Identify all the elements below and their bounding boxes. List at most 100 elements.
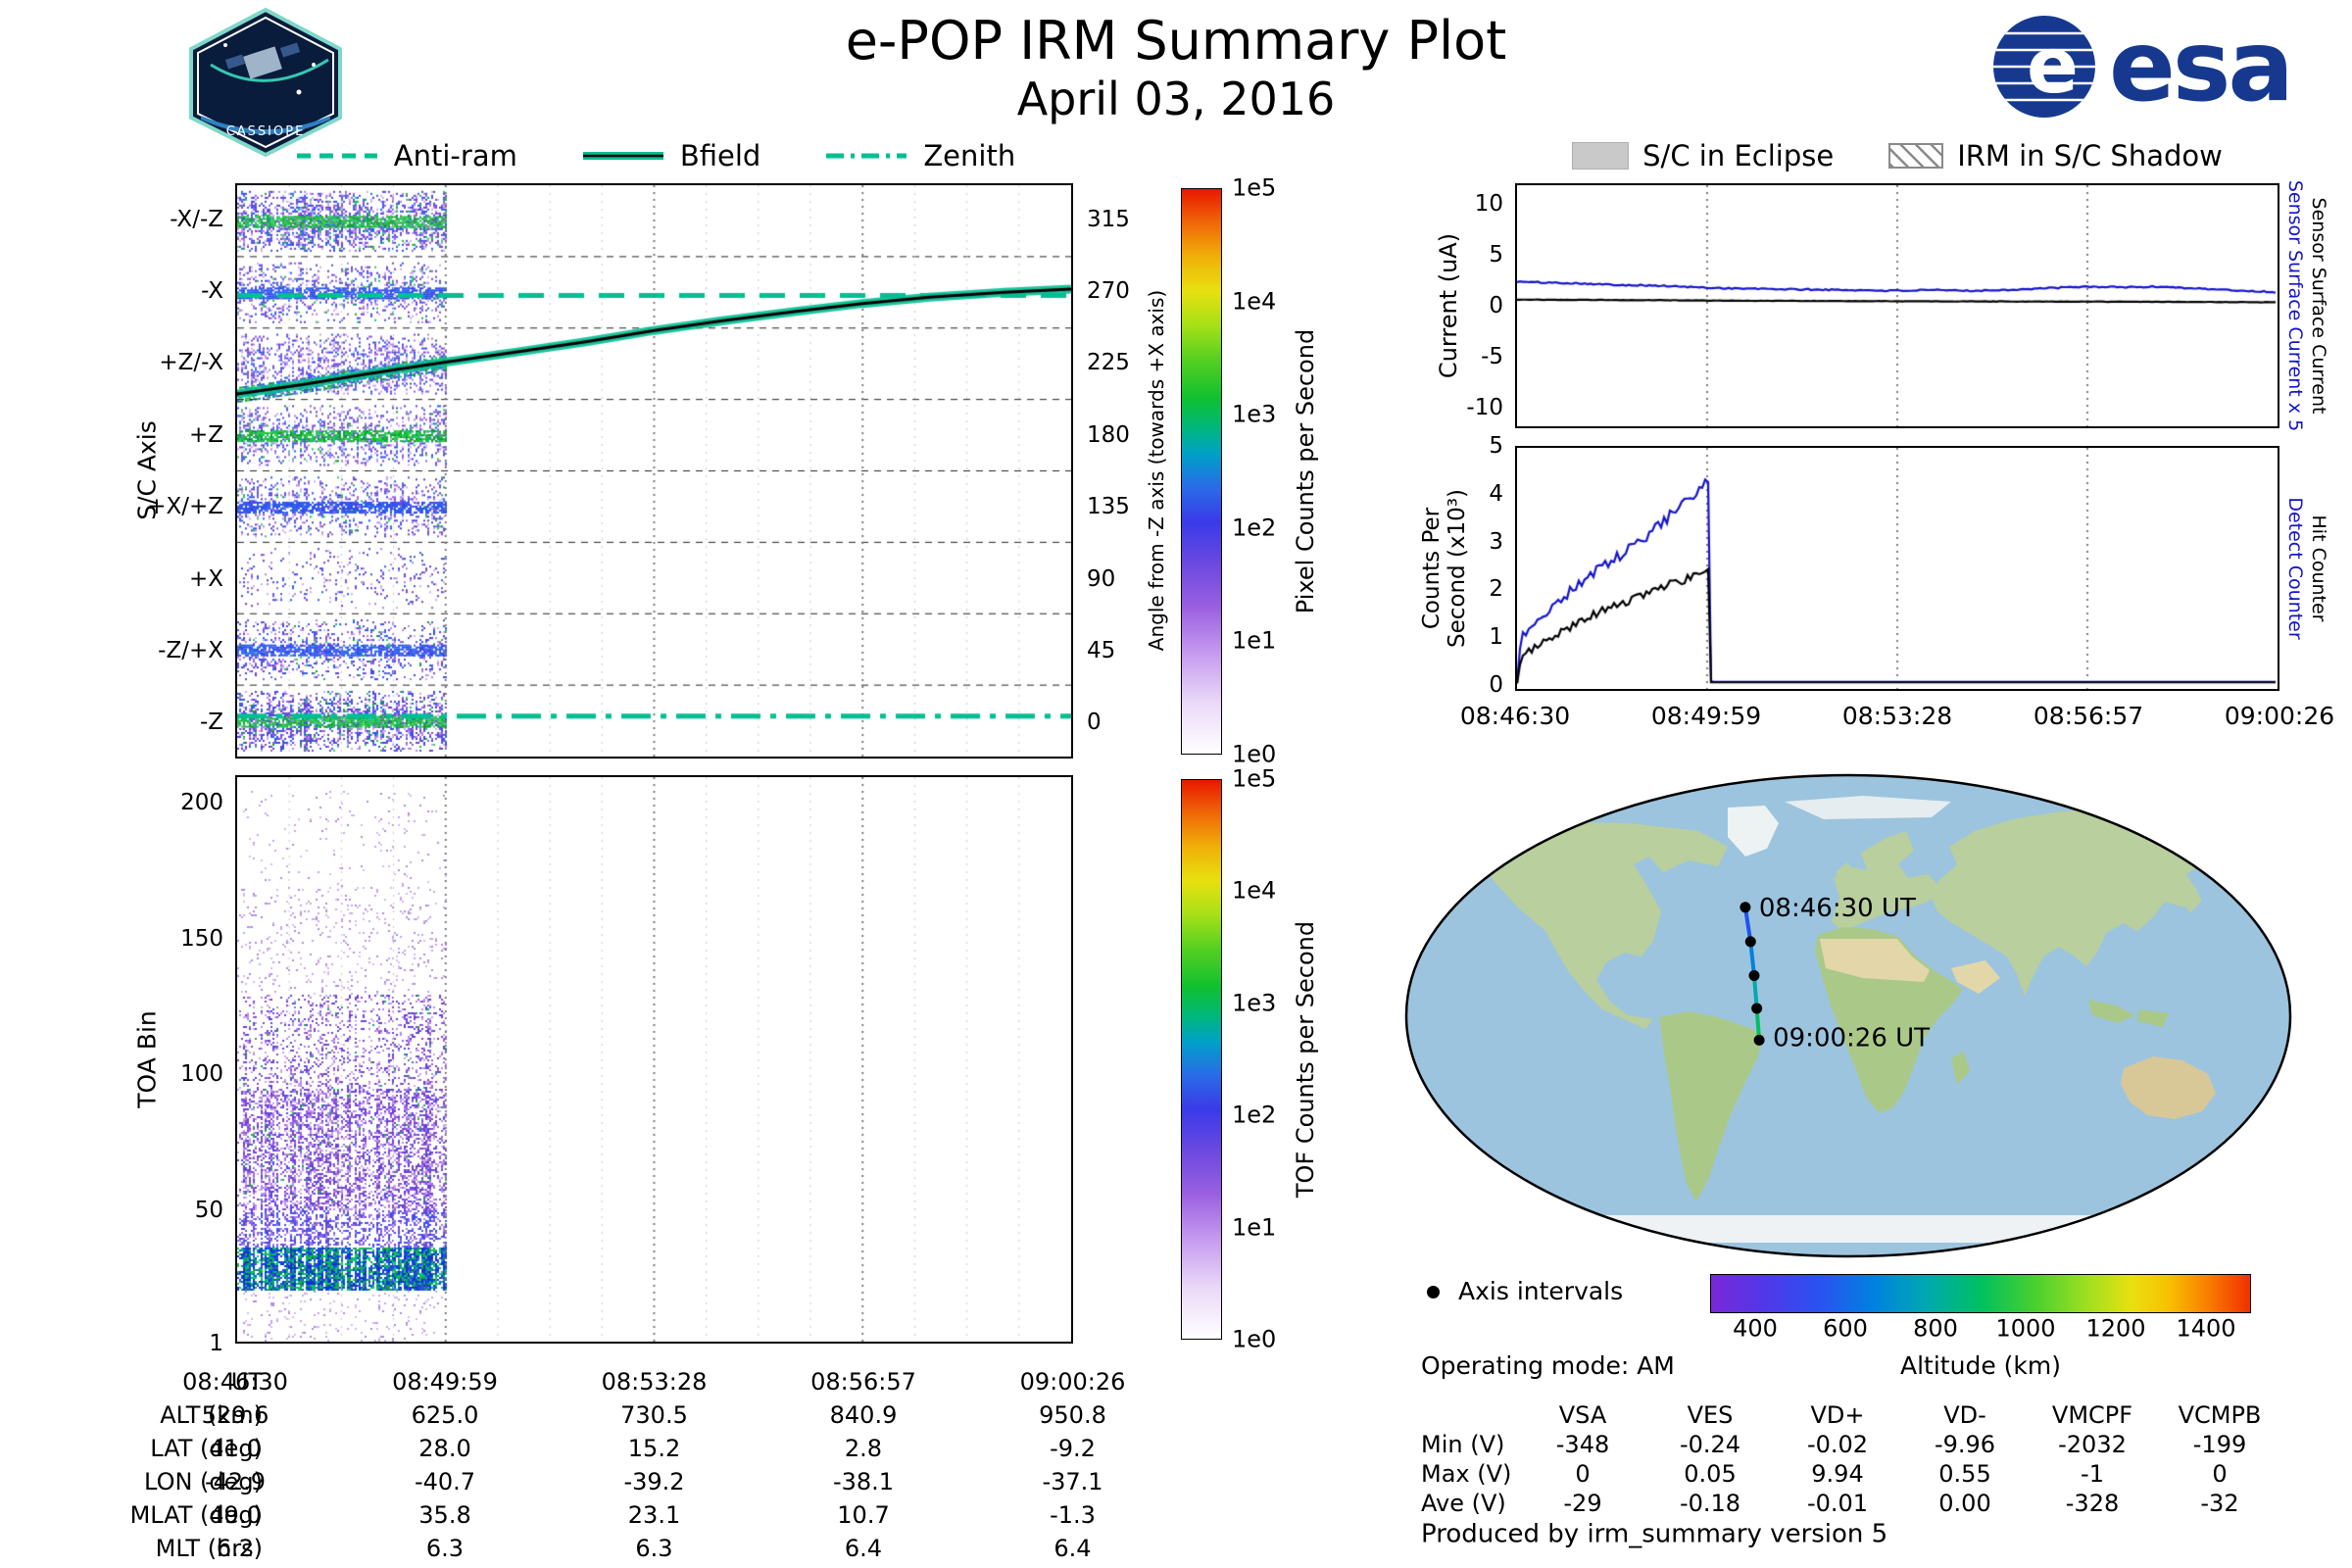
tof-cbar-tick: 1e0	[1232, 1325, 1277, 1353]
current-plot-canvas	[1517, 185, 2278, 426]
voltage-cell: 0.00	[1938, 1490, 1991, 1517]
ephemeris-cell: 2.8	[844, 1435, 883, 1462]
produced-by-label: Produced by irm_summary version 5	[1421, 1519, 1888, 1549]
badge-label: CASSIOPE	[226, 124, 306, 139]
voltage-cell: -2032	[2058, 1431, 2127, 1458]
ephemeris-cell: 49.0	[209, 1501, 262, 1529]
shadow-hatch-swatch	[1888, 143, 1944, 169]
angle-axis-tick: 0	[1087, 710, 1102, 736]
voltage-column-header: VD-	[1943, 1401, 1986, 1429]
voltage-cell: -0.02	[1806, 1431, 1869, 1458]
toa-ytick: 1	[209, 1330, 223, 1356]
counts-ytick: 1	[1489, 624, 1503, 651]
current-right-label-black: Sensor Surface Current	[2308, 197, 2329, 415]
counts-right-label-black: Hit Counter	[2308, 514, 2329, 622]
ground-track-segment	[1742, 906, 1753, 943]
legend-item-zenith: Zenith	[823, 139, 1015, 172]
legend-item-anti-ram: Anti-ram	[294, 139, 517, 172]
ephemeris-row-label: LON (deg)	[144, 1468, 263, 1495]
ephemeris-cell: 08:56:57	[810, 1368, 916, 1396]
altitude-tick: 1200	[2085, 1314, 2146, 1343]
angle-axis-tick: 135	[1087, 494, 1130, 520]
voltage-column-header: VES	[1687, 1401, 1734, 1429]
altitude-tick: 600	[1823, 1314, 1868, 1343]
ephemeris-cell: 950.8	[1039, 1401, 1106, 1429]
altitude-colorbar-label: Altitude (km)	[1900, 1350, 2061, 1380]
voltage-cell: -1	[2081, 1460, 2104, 1488]
ground-track-segment	[1748, 941, 1756, 976]
ephemeris-row-label: LAT (deg)	[150, 1435, 263, 1462]
voltage-cell: -328	[2065, 1490, 2120, 1517]
sc-axis-spectrogram-canvas	[237, 185, 1071, 757]
legend-anti-ram-label: Anti-ram	[393, 139, 517, 172]
pixel-cbar-tick: 1e0	[1232, 740, 1277, 768]
ephemeris-row-label: MLT (hrs)	[155, 1535, 263, 1562]
ephemeris-cell: 6.2	[216, 1535, 255, 1562]
current-ytick: 5	[1489, 241, 1503, 268]
ground-track: 08:46:30 UT 09:00:26 UT	[1740, 894, 1930, 1053]
ephemeris-row-label: UT	[230, 1368, 263, 1396]
current-ylabel: Current (uA)	[1435, 232, 1462, 379]
ephemeris-table: UT 08:46:30 08:49:59 08:53:28 08:56:57 09:00:…	[0, 1368, 1254, 1568]
ephemeris-cell: -42.9	[204, 1468, 267, 1495]
legend-bfield-label: Bfield	[679, 139, 761, 172]
tof-counts-colorbar-label: TOF Counts per Second	[1292, 920, 1319, 1199]
toa-spectrogram	[235, 775, 1073, 1344]
voltage-cell: -32	[2200, 1490, 2239, 1517]
tof-cbar-tick: 1e5	[1232, 764, 1277, 793]
counts-ylabel: Counts Per Second (x10³)	[1419, 489, 1470, 648]
sc-axis-ytick: +Z/-X	[159, 350, 223, 376]
track-point	[1740, 902, 1751, 913]
ephemeris-cell: 10.7	[837, 1501, 890, 1529]
track-end-label: 09:00:26 UT	[1773, 1023, 1930, 1053]
altitude-tick: 1000	[1995, 1314, 2056, 1343]
ephemeris-cell: -9.2	[1050, 1435, 1096, 1462]
ephemeris-cell: 6.3	[635, 1535, 673, 1562]
voltage-cell: 9.94	[1811, 1460, 1864, 1488]
ephemeris-cell: 35.8	[418, 1501, 471, 1529]
ephemeris-cell: -39.2	[623, 1468, 685, 1495]
ephemeris-cell: 08:49:59	[392, 1368, 498, 1396]
legend-shadow-label: IRM in S/C Shadow	[1957, 139, 2223, 172]
counts-ytick: 2	[1489, 576, 1503, 603]
track-point	[1753, 1034, 1765, 1046]
eclipse-shadow-legend: S/C in Eclipse IRM in S/C Shadow	[1476, 139, 2319, 172]
current-ytick: -10	[1466, 395, 1503, 421]
counts-ylabel-line2: Second (x10³)	[1445, 489, 1470, 648]
angle-axis-tick: 225	[1087, 350, 1130, 376]
pixel-counts-colorbar	[1181, 188, 1222, 755]
operating-mode-label: Operating mode: AM	[1421, 1350, 1675, 1380]
ephemeris-cell: 6.4	[844, 1535, 883, 1562]
time-tick: 08:46:30	[1459, 701, 1571, 730]
sc-axis-ytick: -Z	[199, 710, 223, 736]
ephemeris-cell: 730.5	[620, 1401, 688, 1429]
pixel-cbar-tick: 1e4	[1232, 287, 1277, 315]
toa-ytick: 100	[180, 1061, 223, 1088]
ephemeris-cell: 09:00:26	[1019, 1368, 1126, 1396]
counts-ylabel-line1: Counts Per	[1419, 507, 1445, 630]
tof-cbar-tick: 1e3	[1232, 989, 1277, 1017]
voltage-cell: -9.96	[1934, 1431, 1996, 1458]
eclipse-swatch	[1572, 142, 1630, 170]
current-ytick: 0	[1489, 292, 1503, 318]
ephemeris-cell: 23.1	[627, 1501, 681, 1529]
ephemeris-row-label: ALT (km)	[160, 1401, 263, 1429]
current-plot	[1515, 183, 2279, 428]
sc-axis-ytick: -Z/+X	[158, 637, 223, 663]
time-tick: 09:00:26	[2224, 701, 2335, 730]
voltage-table: VSA VES VD+ VD- VMCPF VCMPB Min (V) -348 -0.24 -0…	[1411, 1401, 2332, 1524]
esa-logo-text: esa	[2109, 9, 2294, 123]
legend-item-eclipse: S/C in Eclipse	[1572, 139, 1834, 172]
current-ytick: -5	[1481, 344, 1503, 370]
voltage-column-header: VCMPB	[2178, 1401, 2262, 1429]
world-map: 08:46:30 UT 09:00:26 UT	[1404, 773, 2292, 1258]
current-right-label-blue: Sensor Surface Current x 5	[2284, 179, 2306, 432]
sc-axis-ytick: +X	[188, 565, 223, 592]
angle-axis-tick: 45	[1087, 637, 1116, 663]
map-outline	[1404, 773, 2292, 1258]
toa-ytick: 150	[180, 925, 223, 952]
voltage-row-label: Ave (V)	[1421, 1490, 1506, 1517]
esa-globe-icon: e	[1993, 16, 2095, 118]
badge-swoosh	[210, 58, 329, 82]
